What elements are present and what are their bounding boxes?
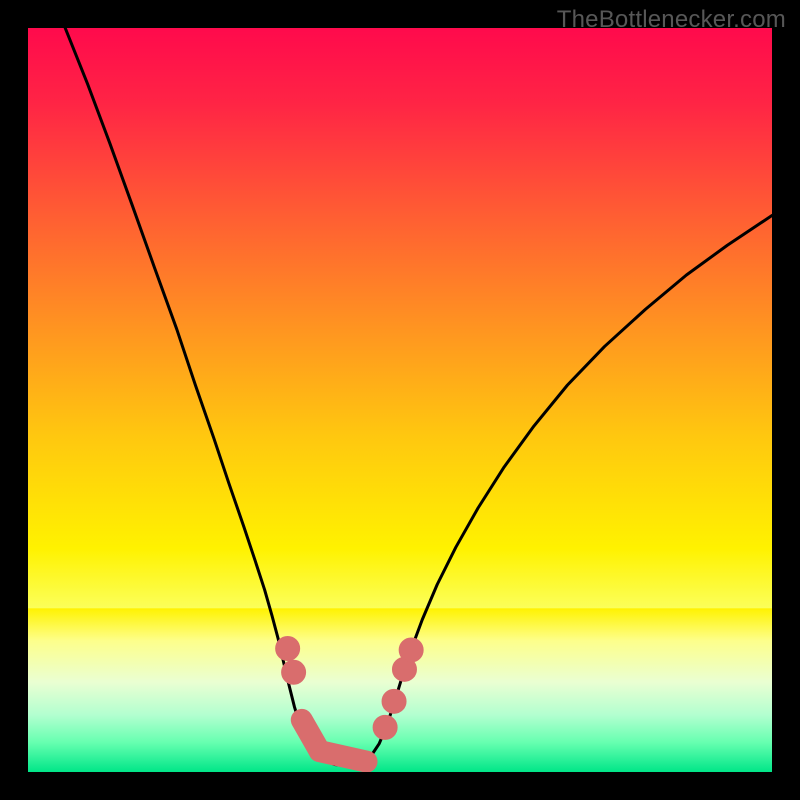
plot-area <box>28 28 772 772</box>
bottom-band <box>28 608 772 772</box>
marker-dot <box>282 660 306 684</box>
marker-dot <box>373 715 397 739</box>
marker-dot <box>276 636 300 660</box>
chart-svg <box>28 28 772 772</box>
marker-dot <box>382 689 406 713</box>
watermark-text: TheBottlenecker.com <box>557 6 786 34</box>
marker-pill <box>320 751 367 761</box>
marker-dot <box>399 638 423 662</box>
